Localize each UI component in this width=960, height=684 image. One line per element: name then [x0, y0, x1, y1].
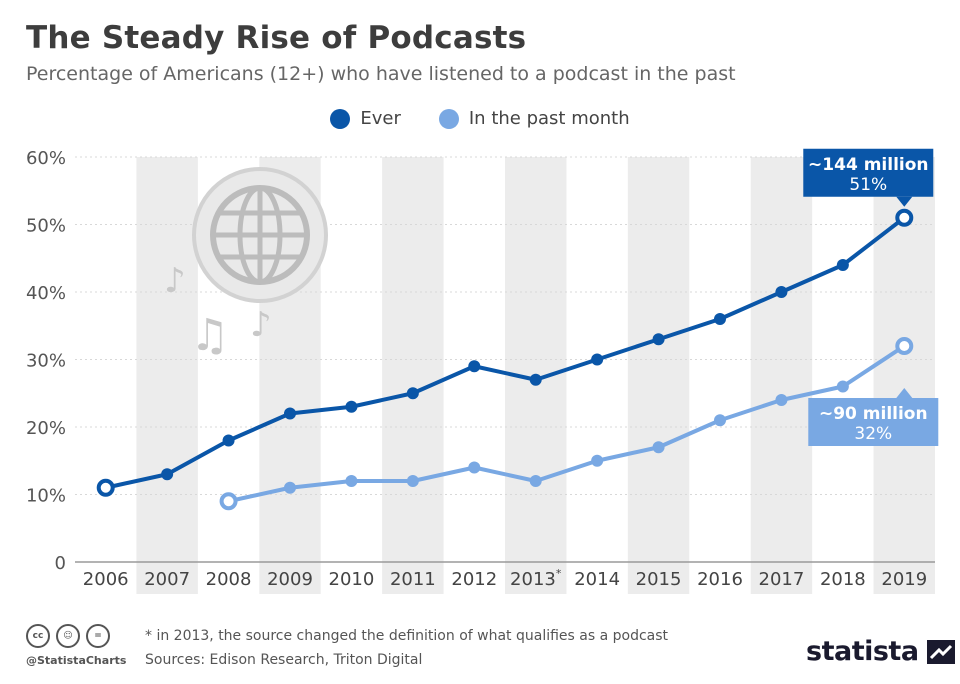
footnote: * in 2013, the source changed the defini…	[145, 628, 669, 644]
data-point	[714, 313, 726, 325]
column-band	[136, 157, 198, 594]
x-tick-label: 2010	[329, 569, 375, 590]
globe-icon	[192, 167, 328, 303]
x-tick-label: 2018	[820, 569, 866, 590]
data-point	[652, 441, 665, 454]
series-line-1	[228, 344, 906, 504]
data-point	[895, 208, 914, 227]
legend-label-ever: Ever	[360, 108, 401, 129]
gridlines	[75, 156, 935, 563]
y-tick-label: 30%	[26, 351, 66, 372]
y-tick-label: 10%	[26, 486, 66, 507]
data-point	[836, 380, 849, 393]
brand-mark-icon	[926, 639, 955, 664]
data-point	[775, 394, 788, 406]
chart-subtitle: Percentage of Americans (12+) who have l…	[26, 63, 736, 85]
column-band	[382, 157, 444, 594]
legend-label-past-month: In the past month	[468, 108, 630, 129]
data-point	[529, 475, 542, 487]
y-tick-label: 40%	[26, 283, 66, 304]
decoration-icons: ♪ ♫ ♪	[164, 167, 328, 361]
data-point	[96, 478, 115, 497]
data-point	[345, 475, 358, 487]
legend-swatch-past-month	[438, 108, 459, 129]
x-axis-ticks: 2006 2007 2008 2009 2010 2011 2012 2013* 2014 201…	[83, 567, 927, 590]
x-tick-label: 2016	[697, 569, 743, 590]
data-point	[591, 454, 604, 467]
x-tick-label: 2008	[206, 569, 252, 590]
brand-name: statista	[806, 636, 919, 667]
callout-pointer	[896, 196, 913, 207]
data-point	[345, 400, 358, 413]
x-tick-label: 2009	[267, 569, 313, 590]
data-point	[895, 337, 914, 355]
y-tick-label: 0	[55, 553, 66, 574]
x-tick-label: 2013*	[510, 567, 562, 590]
column-band	[627, 157, 690, 594]
x-tick-label: 2012	[451, 569, 497, 590]
legend-swatch-ever	[330, 108, 351, 129]
data-point	[222, 434, 235, 447]
by-icon: ☺	[56, 624, 80, 648]
svg-text:♫: ♫	[190, 310, 229, 361]
y-tick-label: 20%	[26, 418, 66, 439]
callout-pointer	[896, 388, 913, 398]
cc-icon: cc	[26, 624, 50, 648]
series-lines	[105, 216, 906, 504]
data-point	[406, 387, 419, 400]
data-point	[652, 333, 665, 346]
data-point	[284, 481, 296, 494]
music-note-icon: ♪ ♫ ♪	[164, 261, 272, 361]
data-point	[775, 286, 788, 298]
x-tick-label: 2017	[759, 569, 805, 590]
line-chart: ♪ ♫ ♪ 010%20%30%40%50%60% 2006 2007 2008 20…	[26, 148, 939, 594]
chart-legend: Ever In the past month	[0, 108, 960, 129]
data-point	[836, 259, 849, 271]
series-line-0	[105, 216, 906, 490]
column-band	[873, 157, 935, 594]
x-tick-label: 2011	[390, 569, 436, 590]
nd-icon: =	[86, 624, 110, 648]
callout-title: ~90 million	[819, 404, 928, 424]
data-point	[161, 468, 174, 481]
x-tick-label: 2007	[144, 569, 190, 590]
callout-value: 32%	[854, 424, 892, 444]
sources: Sources: Edison Research, Triton Digital	[145, 652, 423, 668]
x-tick-label: 2019	[881, 569, 927, 590]
x-tick-label: 2015	[636, 569, 682, 590]
data-point	[714, 414, 726, 427]
callout-box	[803, 148, 934, 197]
svg-text:♪: ♪	[250, 305, 272, 345]
callout-title: ~144 million	[808, 155, 928, 175]
series-points	[96, 208, 914, 511]
x-tick-label: 2006	[83, 569, 129, 590]
data-point	[284, 407, 296, 420]
license-icons: cc ☺ =	[26, 624, 110, 648]
y-tick-label: 60%	[26, 148, 66, 169]
callout-value: 51%	[849, 175, 887, 195]
legend-item-ever: Ever	[330, 108, 401, 129]
data-point	[468, 360, 481, 373]
legend-item-past-month: In the past month	[438, 108, 630, 129]
social-handle: @StatistaCharts	[26, 654, 127, 667]
column-band	[750, 157, 813, 594]
chart-title: The Steady Rise of Podcasts	[26, 20, 527, 56]
brand-logo: statista	[806, 636, 955, 667]
data-point	[219, 492, 238, 511]
svg-text:♪: ♪	[164, 261, 186, 301]
data-point	[468, 461, 481, 474]
y-axis-ticks: 0 10% 20% 30% 40% 50% 60%	[26, 148, 66, 574]
data-point	[529, 373, 542, 386]
y-tick-label: 50%	[26, 216, 66, 237]
x-tick-label: 2014	[574, 569, 620, 590]
callout-box	[808, 398, 939, 446]
data-point	[406, 475, 419, 487]
data-point	[591, 353, 604, 366]
